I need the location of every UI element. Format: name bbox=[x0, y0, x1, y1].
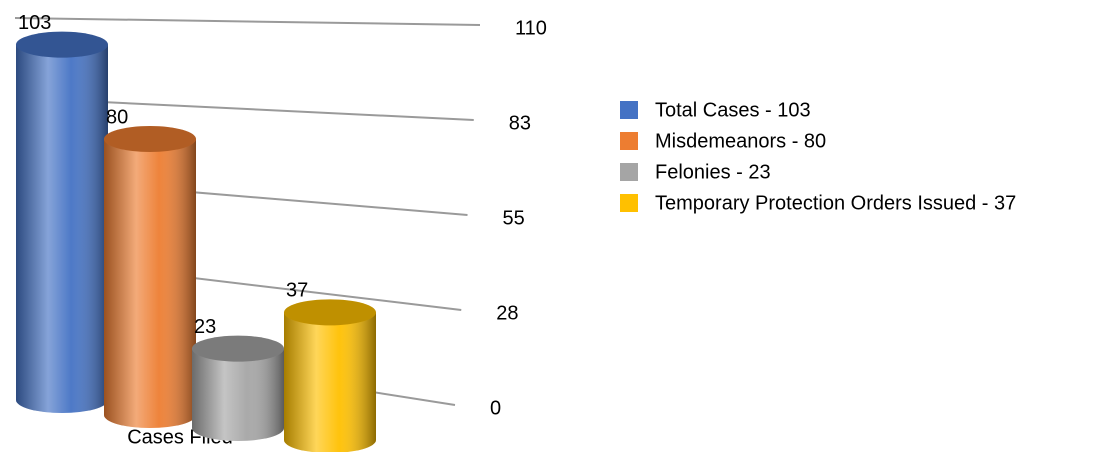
legend-swatch bbox=[620, 101, 638, 119]
cylinder-top-shading bbox=[284, 299, 376, 326]
y-tick-label: 83 bbox=[509, 112, 531, 134]
legend-label: Total Cases - 103 bbox=[655, 99, 811, 121]
data-label: 80 bbox=[106, 106, 128, 128]
legend-swatch bbox=[620, 132, 638, 150]
cylinder-top-shading bbox=[104, 126, 196, 152]
y-tick-label: 0 bbox=[490, 397, 501, 419]
legend-label: Felonies - 23 bbox=[655, 161, 771, 183]
data-label: 23 bbox=[194, 316, 216, 338]
cylinder-top bbox=[16, 31, 108, 58]
cylinder-top bbox=[284, 299, 376, 326]
cylinder-shading bbox=[192, 348, 284, 441]
cylinder-shading bbox=[284, 312, 376, 452]
cylinder-shading bbox=[104, 139, 196, 428]
cylinder-top bbox=[104, 126, 196, 152]
data-label: 37 bbox=[286, 280, 308, 302]
cylinder-top-shading bbox=[16, 31, 108, 58]
legend-swatch bbox=[620, 163, 638, 181]
y-tick-label: 110 bbox=[515, 17, 547, 39]
y-tick-label: 28 bbox=[496, 302, 518, 324]
legend-swatch bbox=[620, 194, 638, 212]
legend-label: Misdemeanors - 80 bbox=[655, 130, 826, 152]
legend-label: Temporary Protection Orders Issued - 37 bbox=[655, 192, 1016, 214]
data-label: 103 bbox=[18, 12, 51, 34]
grid-line bbox=[14, 17, 481, 26]
cylinder-top bbox=[192, 335, 284, 362]
cylinder-top-shading bbox=[192, 335, 284, 362]
y-tick-label: 55 bbox=[503, 207, 525, 229]
cylinder-shading bbox=[16, 44, 108, 414]
